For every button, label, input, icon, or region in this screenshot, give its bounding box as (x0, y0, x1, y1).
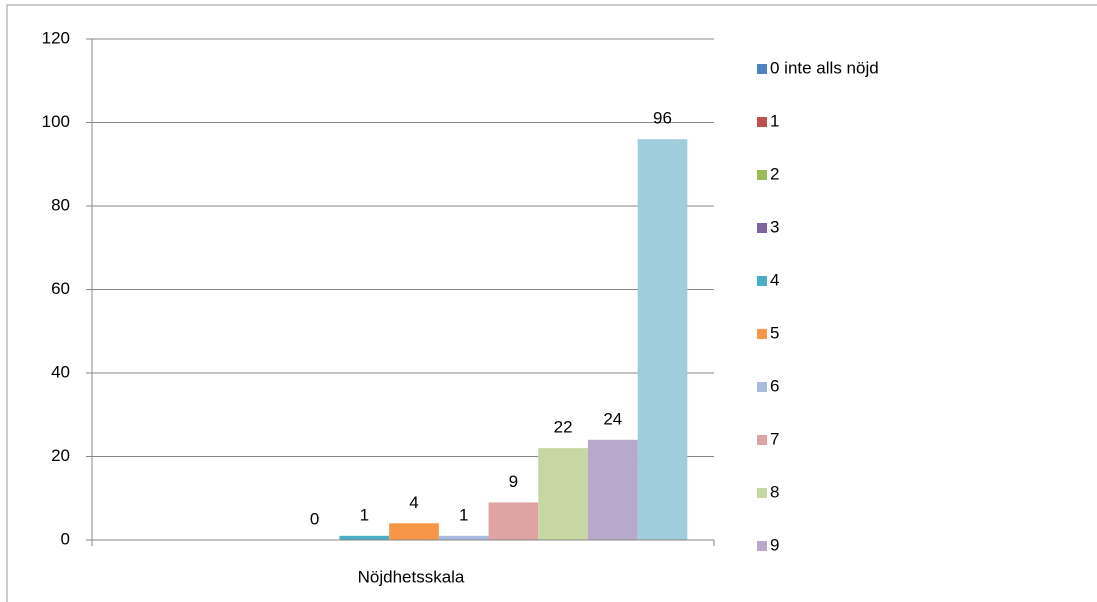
legend-swatch (757, 117, 767, 127)
data-label: 9 (509, 472, 518, 491)
data-label: 4 (409, 493, 418, 512)
legend-swatch (757, 382, 767, 392)
legend-label: 7 (770, 429, 779, 448)
legend-label: 2 (770, 164, 779, 183)
y-tick-label: 0 (61, 529, 70, 548)
legend-label: 6 (770, 376, 779, 395)
legend-label: 4 (770, 270, 779, 289)
legend-swatch (757, 64, 767, 74)
y-tick-label: 120 (42, 28, 70, 47)
data-label: 24 (603, 409, 622, 428)
legend-label: 0 inte alls nöjd (770, 58, 879, 77)
data-label: 0 (310, 509, 319, 528)
bar (339, 535, 390, 540)
data-label: 1 (459, 505, 468, 524)
legend-swatch (757, 223, 767, 233)
legend-swatch (757, 276, 767, 286)
bar (438, 535, 489, 540)
data-label: 22 (554, 418, 573, 437)
legend-label: 5 (770, 323, 779, 342)
legend-label: 8 (770, 482, 779, 501)
legend-swatch (757, 435, 767, 445)
legend-label: 9 (770, 535, 779, 554)
y-tick-label: 40 (51, 362, 70, 381)
y-tick-label: 80 (51, 195, 70, 214)
bar (488, 502, 539, 540)
bar (389, 523, 439, 540)
chart-border (6, 4, 1097, 602)
y-tick-label: 100 (42, 112, 70, 131)
legend-swatch (757, 329, 767, 339)
data-label: 96 (653, 109, 672, 128)
legend-swatch (757, 170, 767, 180)
x-tick-label: Nöjdhetsskala (358, 567, 465, 586)
legend-swatch (757, 488, 767, 498)
y-tick-label: 60 (51, 279, 70, 298)
data-label: 1 (360, 505, 369, 524)
legend-label: 3 (770, 217, 779, 236)
y-tick-label: 20 (51, 446, 70, 465)
legend-label: 1 (770, 111, 779, 130)
bar (587, 439, 638, 540)
bar (637, 139, 688, 540)
legend-swatch (757, 541, 767, 551)
bar (538, 448, 588, 540)
